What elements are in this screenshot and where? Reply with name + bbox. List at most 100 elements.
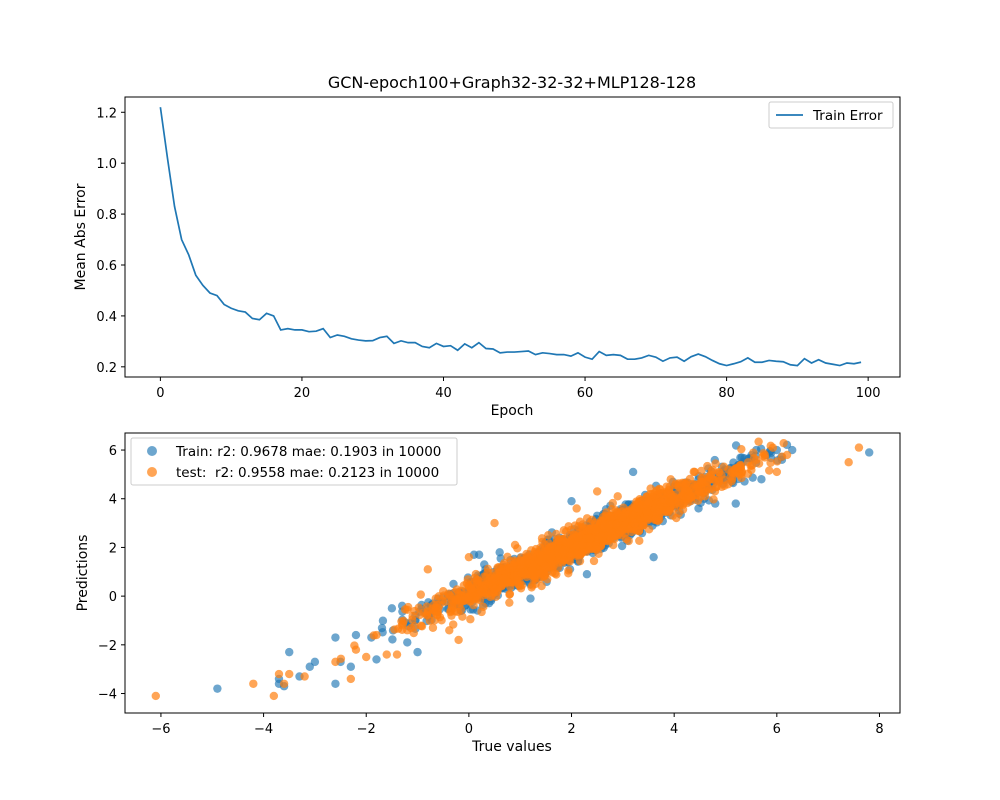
scatter-point xyxy=(269,691,279,701)
scatter-point xyxy=(413,647,422,657)
scatter-point xyxy=(572,504,581,513)
y-axis-label-bottom: Predictions xyxy=(75,535,91,612)
scatter-point xyxy=(310,657,320,667)
scatter-point xyxy=(714,476,723,486)
scatter-point xyxy=(606,534,616,543)
scatter-point xyxy=(564,566,573,575)
scatter-point xyxy=(578,520,587,529)
scatter-point xyxy=(697,466,706,476)
scatter-point xyxy=(279,679,289,688)
legend-swatch-test xyxy=(147,467,157,477)
scatter-point xyxy=(456,605,466,614)
scatter-point xyxy=(489,574,498,583)
series-line-train-error xyxy=(159,107,862,367)
legend-box-top xyxy=(768,101,894,129)
scatter-point xyxy=(422,611,432,620)
scatter-point xyxy=(648,489,657,499)
y-axis-ticks-top: 0.2 0.4 0.6 0.8 1.0 1.2 xyxy=(96,106,125,376)
scatter-point xyxy=(362,652,371,662)
scatter-point xyxy=(559,526,568,535)
figure-title: GCN-epoch100+Graph32-32-32+MLP128-128 xyxy=(328,73,696,92)
scatter-point xyxy=(675,501,685,510)
scatter-point xyxy=(372,655,381,664)
scatter-point xyxy=(331,679,340,688)
scatter-point xyxy=(454,635,463,645)
scatter-point xyxy=(554,537,564,546)
scatter-point xyxy=(531,579,540,589)
scatter-point xyxy=(589,556,599,566)
scatter-point xyxy=(377,623,387,633)
scatter-point xyxy=(495,548,504,557)
x-tick-label: 0 xyxy=(156,386,164,401)
y-tick-label: 4 xyxy=(109,493,117,508)
y-axis-ticks-bottom: −4 −2 0 2 4 6 xyxy=(98,444,125,703)
scatter-point xyxy=(672,513,681,523)
scatter-point xyxy=(468,588,478,598)
scatter-point xyxy=(483,564,493,574)
x-tick-label: 4 xyxy=(670,722,678,737)
scatter-point xyxy=(757,475,766,484)
train-error-line-chart: 0 20 40 60 80 100 0.2 0.4 0.6 0.8 1.0 1.2 Epoch Me… xyxy=(73,96,901,419)
scatter-point xyxy=(544,530,553,540)
x-tick-label: 0 xyxy=(465,722,473,737)
scatter-point xyxy=(618,512,627,522)
scatter-point xyxy=(772,467,782,477)
scatter-point xyxy=(403,638,412,647)
scatter-point xyxy=(719,462,729,471)
scatter-point xyxy=(274,669,284,679)
plot-area-top xyxy=(124,96,901,378)
scatter-point xyxy=(567,496,576,506)
scatter-point xyxy=(445,591,454,600)
scatter-point xyxy=(417,622,427,631)
scatter-point xyxy=(490,518,499,528)
scatter-points xyxy=(151,437,874,701)
scatter-point xyxy=(633,500,643,510)
scatter-point xyxy=(550,569,560,578)
scatter-point xyxy=(397,621,407,630)
scatter-point xyxy=(542,575,552,584)
x-axis-ticks-bottom: −6 −4 −2 0 2 4 6 8 xyxy=(151,713,884,737)
scatter-point xyxy=(709,495,718,504)
scatter-point xyxy=(635,536,644,546)
scatter-point xyxy=(708,465,717,475)
scatter-point xyxy=(779,438,788,448)
scatter-point xyxy=(472,576,482,585)
legend-box-bottom xyxy=(130,437,458,486)
scatter-point xyxy=(479,602,488,612)
scatter-point xyxy=(766,458,775,467)
scatter-point xyxy=(390,625,399,634)
y-tick-label: 0 xyxy=(109,590,117,605)
scatter-point xyxy=(423,565,433,574)
scatter-point xyxy=(430,616,439,625)
x-tick-label: 2 xyxy=(567,722,575,737)
scatter-point xyxy=(561,537,571,547)
scatter-point xyxy=(505,590,514,599)
scatter-point xyxy=(594,534,603,543)
scatter-point xyxy=(704,472,713,482)
scatter-point xyxy=(693,482,702,491)
scatter-point xyxy=(416,590,425,599)
scatter-point xyxy=(606,511,615,521)
scatter-point xyxy=(731,499,740,508)
x-tick-label: 20 xyxy=(294,386,311,401)
y-tick-label: −4 xyxy=(98,688,117,703)
scatter-point xyxy=(541,562,551,572)
scatter-point xyxy=(573,533,583,542)
scatter-point xyxy=(378,616,388,625)
scatter-point xyxy=(474,550,484,559)
x-tick-label: 100 xyxy=(856,386,881,401)
y-tick-label: 0.4 xyxy=(96,310,117,325)
scatter-point xyxy=(765,466,774,475)
scatter-point xyxy=(514,580,524,590)
scatter-point xyxy=(432,607,442,616)
scatter-point xyxy=(737,444,746,454)
scatter-point xyxy=(505,598,514,607)
y-tick-label: 0.8 xyxy=(96,208,117,223)
scatter-point xyxy=(351,645,361,654)
scatter-point xyxy=(346,662,356,671)
scatter-point xyxy=(415,610,425,620)
scatter-point xyxy=(491,592,501,601)
scatter-point xyxy=(617,541,627,551)
scatter-point xyxy=(694,504,703,513)
scatter-point xyxy=(388,635,397,644)
